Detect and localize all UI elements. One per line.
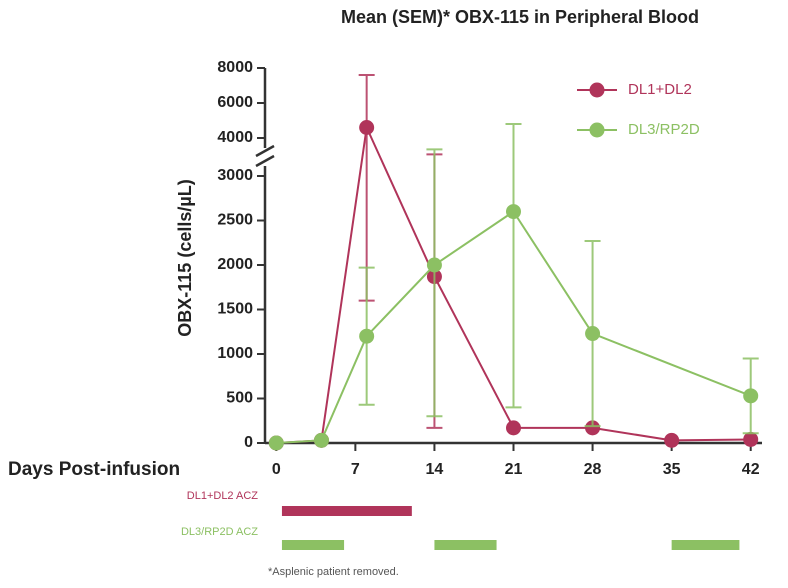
legend-marker: [589, 122, 605, 138]
data-point: [426, 257, 442, 273]
data-point: [506, 204, 521, 220]
acz-bar: [281, 540, 345, 550]
acz-bar: [281, 506, 412, 516]
data-point: [585, 326, 601, 342]
acz-bar: [434, 540, 497, 550]
y-tick-label: 500: [226, 390, 253, 407]
y-tick-label: 8000: [217, 59, 253, 76]
data-point: [313, 432, 329, 448]
axis-break: [255, 144, 275, 168]
legend-marker: [589, 82, 605, 98]
y-tick-label: 0: [244, 434, 253, 451]
acz-label: DL3/RP2D ACZ: [181, 526, 258, 538]
y-tick-label: 4000: [217, 129, 253, 146]
error-bar: [426, 148, 443, 418]
acz-label: DL1+DL2 ACZ: [187, 490, 259, 502]
legend-label: DL3/RP2D: [628, 121, 700, 138]
data-point: [359, 328, 375, 344]
chart-title: Mean (SEM)* OBX-115 in Peripheral Blood: [341, 7, 699, 27]
y-axis-label: OBX-115 (cells/µL): [175, 179, 195, 336]
data-point: [585, 420, 601, 436]
data-point: [359, 120, 375, 135]
y-tick-label: 2500: [217, 212, 253, 229]
data-point: [506, 420, 521, 436]
data-point: [664, 432, 680, 448]
x-tick-label: 42: [742, 461, 760, 478]
x-tick-label: 28: [584, 461, 602, 478]
y-tick-label: 3000: [217, 167, 253, 184]
x-tick-label: 0: [272, 461, 281, 478]
y-tick-label: 2000: [217, 256, 253, 273]
error-bar: [505, 123, 522, 409]
data-point: [268, 435, 284, 451]
series-line: [276, 123, 751, 444]
x-tick-label: 14: [426, 461, 444, 478]
y-tick-label: 1000: [217, 345, 253, 362]
legend-label: DL1+DL2: [628, 81, 692, 98]
data-point: [743, 431, 759, 447]
footnote: *Asplenic patient removed.: [268, 566, 399, 578]
acz-bar: [671, 540, 740, 550]
x-tick-label: 35: [663, 461, 681, 478]
y-tick-label: 6000: [217, 94, 253, 111]
x-tick-label: 21: [505, 461, 523, 478]
x-axis-label: Days Post-infusion: [8, 459, 180, 480]
data-point: [743, 388, 759, 404]
y-tick-label: 1500: [217, 301, 253, 318]
x-tick-label: 7: [351, 461, 360, 478]
